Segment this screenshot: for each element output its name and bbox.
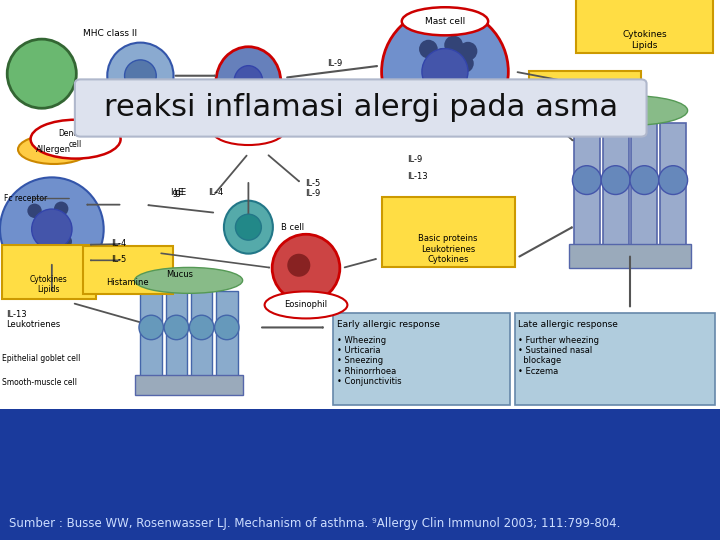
Ellipse shape: [0, 177, 104, 281]
Text: Cytokines
Lipids: Cytokines Lipids: [622, 30, 667, 50]
Ellipse shape: [43, 214, 58, 228]
Text: TH2 cell: TH2 cell: [231, 126, 266, 136]
Text: TCR: TCR: [98, 94, 114, 103]
Text: IL-4: IL-4: [112, 239, 127, 248]
Ellipse shape: [234, 66, 263, 98]
Text: Dendritic
cell: Dendritic cell: [58, 130, 93, 149]
Ellipse shape: [189, 315, 214, 340]
Text: Naive
CD4+
T cell: Naive CD4+ T cell: [173, 83, 195, 113]
Ellipse shape: [426, 60, 445, 79]
Text: Mucus: Mucus: [166, 270, 194, 279]
Ellipse shape: [125, 60, 156, 92]
Ellipse shape: [287, 254, 310, 277]
Ellipse shape: [7, 39, 76, 108]
Bar: [83, 246, 173, 294]
Bar: [0, 0, 720, 409]
Ellipse shape: [107, 43, 174, 109]
Bar: [529, 71, 641, 117]
Bar: [2, 245, 96, 299]
Text: IgE: IgE: [170, 188, 183, 197]
Ellipse shape: [58, 234, 72, 249]
Ellipse shape: [272, 234, 340, 302]
Bar: [333, 313, 510, 405]
Ellipse shape: [428, 75, 447, 93]
Ellipse shape: [47, 238, 61, 253]
Bar: [191, 291, 212, 376]
Ellipse shape: [224, 201, 273, 254]
Text: Early allergic response: Early allergic response: [337, 321, 440, 329]
Bar: [603, 123, 629, 254]
Bar: [382, 197, 515, 267]
Bar: [135, 375, 243, 395]
Ellipse shape: [444, 36, 463, 55]
Ellipse shape: [30, 120, 121, 159]
Ellipse shape: [455, 54, 474, 73]
Ellipse shape: [32, 209, 72, 249]
Bar: [631, 123, 657, 254]
Text: IL-9: IL-9: [407, 155, 422, 164]
Text: IL-9: IL-9: [327, 59, 343, 68]
Bar: [576, 0, 713, 53]
Text: Sumber : Busse WW, Rosenwasser LJ. Mechanism of asthma. ⁹Allergy Clin Immunol 20: Sumber : Busse WW, Rosenwasser LJ. Mecha…: [9, 517, 620, 530]
Ellipse shape: [402, 7, 488, 35]
Ellipse shape: [572, 166, 601, 194]
Text: Cytokines
Lipids: Cytokines Lipids: [30, 275, 68, 294]
Ellipse shape: [135, 267, 243, 293]
Text: reaksi inflamasi alergi pada asma: reaksi inflamasi alergi pada asma: [104, 93, 618, 123]
Ellipse shape: [572, 96, 688, 125]
Ellipse shape: [630, 166, 659, 194]
Ellipse shape: [459, 42, 477, 60]
Text: IL-4: IL-4: [208, 188, 224, 197]
Ellipse shape: [419, 40, 438, 58]
Ellipse shape: [422, 49, 468, 94]
Text: IL-13
Leukotrienes: IL-13 Leukotrienes: [6, 309, 60, 329]
Text: B cell: B cell: [281, 222, 304, 232]
Ellipse shape: [216, 47, 281, 117]
Bar: [216, 291, 238, 376]
Ellipse shape: [601, 166, 630, 194]
Ellipse shape: [382, 8, 508, 135]
Text: Epithelial goblet cell: Epithelial goblet cell: [2, 354, 81, 363]
Text: IgE: IgE: [174, 188, 186, 197]
Ellipse shape: [18, 135, 90, 164]
Ellipse shape: [659, 166, 688, 194]
Text: • Wheezing
• Urticaria
• Sneezing
• Rhinorrhoea
• Conjunctivitis: • Wheezing • Urticaria • Sneezing • Rhin…: [337, 336, 402, 386]
Text: MHC class II: MHC class II: [83, 29, 137, 38]
Text: Eosinophil: Eosinophil: [284, 300, 328, 309]
Text: Histamine: Histamine: [562, 102, 608, 111]
Ellipse shape: [164, 315, 189, 340]
Ellipse shape: [35, 228, 49, 242]
Bar: [660, 123, 686, 254]
Ellipse shape: [27, 204, 42, 218]
Ellipse shape: [139, 315, 163, 340]
Text: IL-5: IL-5: [112, 255, 127, 265]
Bar: [569, 244, 691, 268]
Ellipse shape: [433, 48, 452, 66]
Bar: [515, 313, 715, 405]
Ellipse shape: [441, 75, 459, 93]
Text: Allergen: Allergen: [37, 145, 71, 154]
Ellipse shape: [265, 292, 348, 319]
Text: Late allergic response: Late allergic response: [518, 321, 618, 329]
Ellipse shape: [235, 214, 261, 240]
Text: Smooth-muscle cell: Smooth-muscle cell: [2, 378, 77, 387]
Ellipse shape: [215, 315, 239, 340]
Ellipse shape: [212, 117, 284, 145]
Text: Fc receptor: Fc receptor: [4, 194, 47, 203]
Text: Mast cell: Mast cell: [425, 17, 465, 26]
Text: Basic proteins
Leukotrienes
Cytokines: Basic proteins Leukotrienes Cytokines: [418, 234, 477, 264]
Text: IL-13: IL-13: [407, 172, 428, 180]
Ellipse shape: [448, 64, 467, 83]
Text: • Further wheezing
• Sustained nasal
  blockage
• Eczema: • Further wheezing • Sustained nasal blo…: [518, 336, 599, 376]
Bar: [140, 291, 162, 376]
Text: IL-5
IL-9: IL-5 IL-9: [305, 179, 321, 198]
Ellipse shape: [54, 201, 68, 216]
Text: Histamine: Histamine: [106, 278, 149, 287]
Bar: [574, 123, 600, 254]
Bar: [166, 291, 187, 376]
FancyBboxPatch shape: [75, 79, 647, 137]
